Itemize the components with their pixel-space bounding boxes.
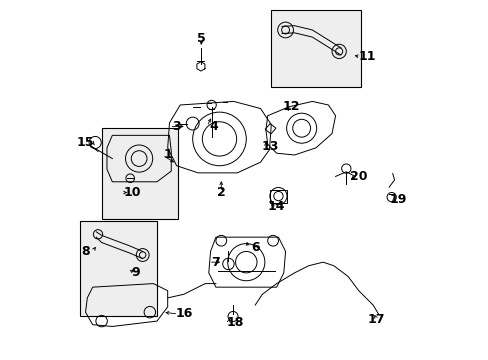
Text: 12: 12	[282, 100, 299, 113]
Text: 5: 5	[197, 32, 205, 45]
Text: 11: 11	[358, 50, 376, 63]
Text: 10: 10	[123, 186, 141, 199]
Text: 3: 3	[172, 120, 181, 133]
Text: 20: 20	[349, 170, 367, 183]
Bar	[271, 10, 360, 87]
Text: 15: 15	[77, 136, 94, 149]
Text: 13: 13	[261, 140, 278, 153]
Text: 18: 18	[226, 316, 244, 329]
Text: 9: 9	[131, 266, 140, 279]
Text: 1: 1	[163, 148, 172, 162]
Text: 8: 8	[81, 245, 90, 258]
Text: 6: 6	[250, 241, 259, 255]
Text: 16: 16	[175, 307, 192, 320]
Text: 4: 4	[209, 120, 218, 133]
Text: 17: 17	[367, 313, 385, 326]
Bar	[102, 128, 178, 219]
Text: 19: 19	[388, 193, 406, 206]
Text: 7: 7	[211, 256, 220, 269]
Text: 14: 14	[267, 200, 285, 213]
Text: 2: 2	[217, 186, 225, 199]
Bar	[80, 221, 157, 316]
